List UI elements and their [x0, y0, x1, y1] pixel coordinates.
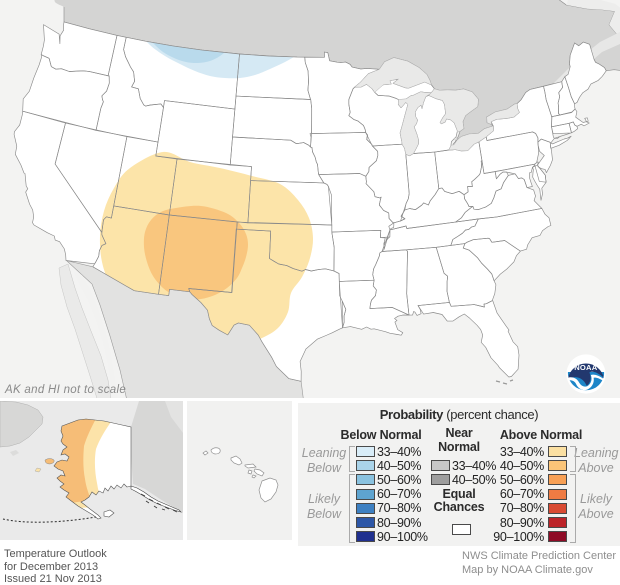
- svg-text:NOAA: NOAA: [574, 363, 597, 372]
